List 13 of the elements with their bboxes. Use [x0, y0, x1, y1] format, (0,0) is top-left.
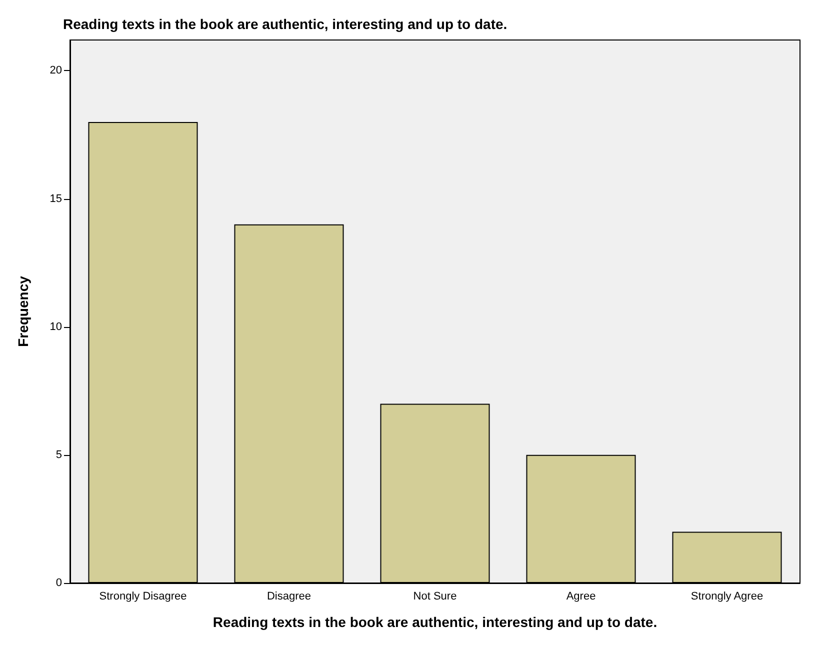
x-tick-label: Not Sure: [413, 590, 457, 602]
y-tick-label: 20: [50, 64, 62, 77]
x-tick-label: Agree: [566, 590, 596, 602]
x-axis-title: Reading texts in the book are authentic, interesting and up to date.: [212, 614, 658, 630]
y-tick-label: 10: [50, 320, 62, 333]
x-tick-label: Strongly Agree: [690, 590, 764, 602]
y-tick-label: 5: [56, 448, 62, 461]
y-tick-label: 0: [56, 577, 62, 589]
y-tick-label: 15: [50, 192, 62, 205]
x-tick-label: Strongly Disagree: [99, 590, 187, 602]
x-tick-label: Disagree: [266, 590, 312, 602]
chart-title: Reading texts in the book are authentic, interesting and up to date.: [63, 16, 508, 32]
y-axis-title: Frequency: [15, 276, 31, 347]
